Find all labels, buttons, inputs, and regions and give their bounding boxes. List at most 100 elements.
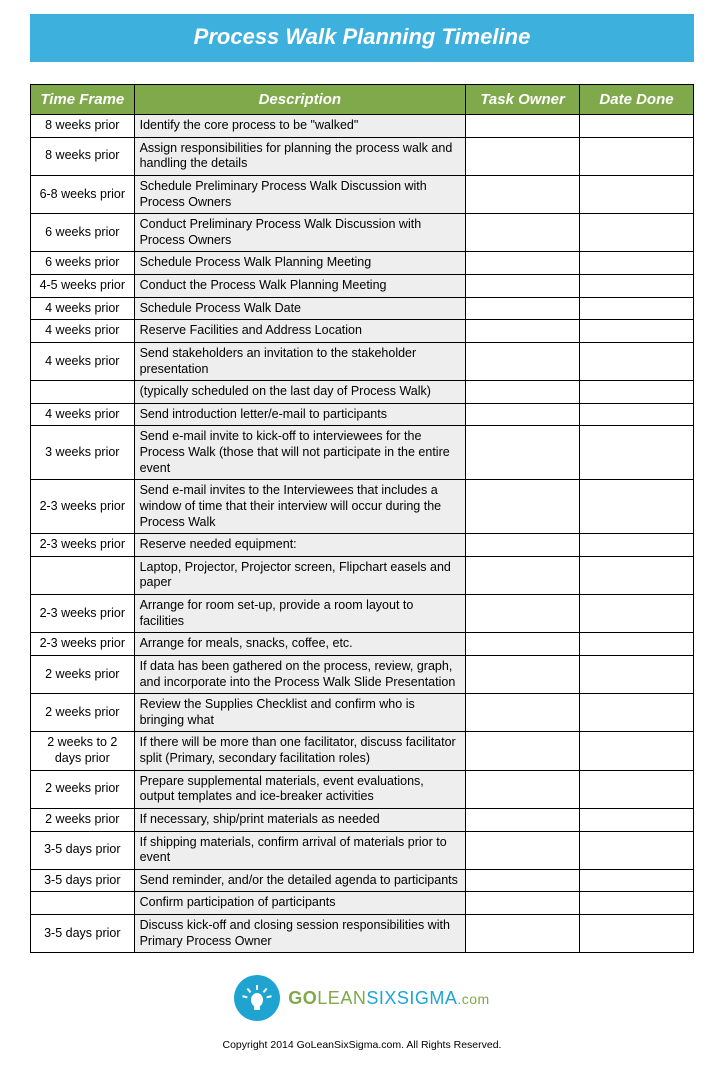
cell-date-done <box>580 115 694 138</box>
cell-task-owner <box>466 694 580 732</box>
cell-task-owner <box>466 137 580 175</box>
cell-date-done <box>580 175 694 213</box>
cell-time-frame: 2 weeks to 2 days prior <box>31 732 135 770</box>
cell-description: Arrange for meals, snacks, coffee, etc. <box>134 633 466 656</box>
table-row: 2-3 weeks priorArrange for meals, snacks… <box>31 633 694 656</box>
cell-task-owner <box>466 633 580 656</box>
cell-task-owner <box>466 556 580 594</box>
cell-description: Conduct the Process Walk Planning Meetin… <box>134 275 466 298</box>
table-row: 2 weeks priorIf necessary, ship/print ma… <box>31 808 694 831</box>
cell-task-owner <box>466 115 580 138</box>
cell-time-frame: 3-5 days prior <box>31 869 135 892</box>
cell-time-frame: 4 weeks prior <box>31 297 135 320</box>
cell-task-owner <box>466 342 580 380</box>
cell-date-done <box>580 426 694 480</box>
cell-description: Schedule Process Walk Date <box>134 297 466 320</box>
cell-time-frame: 2-3 weeks prior <box>31 480 135 534</box>
table-row: 4 weeks priorSend introduction letter/e-… <box>31 403 694 426</box>
cell-description: Schedule Preliminary Process Walk Discus… <box>134 175 466 213</box>
cell-task-owner <box>466 252 580 275</box>
cell-time-frame: 8 weeks prior <box>31 115 135 138</box>
cell-date-done <box>580 633 694 656</box>
page-container: Process Walk Planning Timeline Time Fram… <box>0 0 724 1071</box>
cell-description: Discuss kick-off and closing session res… <box>134 915 466 953</box>
cell-time-frame: 6 weeks prior <box>31 214 135 252</box>
logo-wrap: GOLEANSIXSIGMA.com <box>234 975 489 1021</box>
table-row: 4 weeks priorSend stakeholders an invita… <box>31 342 694 380</box>
cell-time-frame: 3-5 days prior <box>31 831 135 869</box>
cell-date-done <box>580 342 694 380</box>
cell-task-owner <box>466 595 580 633</box>
cell-date-done <box>580 732 694 770</box>
cell-date-done <box>580 915 694 953</box>
table-row: Confirm participation of participants <box>31 892 694 915</box>
page-title: Process Walk Planning Timeline <box>30 24 694 50</box>
cell-task-owner <box>466 915 580 953</box>
cell-task-owner <box>466 655 580 693</box>
cell-description: Identify the core process to be "walked" <box>134 115 466 138</box>
table-row: 2 weeks priorReview the Supplies Checkli… <box>31 694 694 732</box>
cell-description: Send reminder, and/or the detailed agend… <box>134 869 466 892</box>
cell-description: (typically scheduled on the last day of … <box>134 381 466 404</box>
cell-description: Conduct Preliminary Process Walk Discuss… <box>134 214 466 252</box>
cell-date-done <box>580 297 694 320</box>
table-row: 6-8 weeks priorSchedule Preliminary Proc… <box>31 175 694 213</box>
cell-date-done <box>580 595 694 633</box>
table-row: Laptop, Projector, Projector screen, Fli… <box>31 556 694 594</box>
cell-date-done <box>580 808 694 831</box>
cell-time-frame: 2 weeks prior <box>31 694 135 732</box>
cell-description: Arrange for room set-up, provide a room … <box>134 595 466 633</box>
cell-description: Reserve needed equipment: <box>134 534 466 557</box>
cell-task-owner <box>466 381 580 404</box>
cell-time-frame: 2 weeks prior <box>31 770 135 808</box>
table-row: 6 weeks priorSchedule Process Walk Plann… <box>31 252 694 275</box>
cell-date-done <box>580 252 694 275</box>
cell-time-frame: 6 weeks prior <box>31 252 135 275</box>
cell-task-owner <box>466 275 580 298</box>
table-row: 3-5 days priorSend reminder, and/or the … <box>31 869 694 892</box>
table-row: 2 weeks to 2 days priorIf there will be … <box>31 732 694 770</box>
footer-logo: GOLEANSIXSIGMA.com <box>30 975 694 1021</box>
table-header-row: Time Frame Description Task Owner Date D… <box>31 85 694 115</box>
col-header-description: Description <box>134 85 466 115</box>
cell-task-owner <box>466 831 580 869</box>
cell-date-done <box>580 534 694 557</box>
cell-description: Review the Supplies Checklist and confir… <box>134 694 466 732</box>
cell-date-done <box>580 214 694 252</box>
cell-date-done <box>580 381 694 404</box>
cell-task-owner <box>466 320 580 343</box>
cell-task-owner <box>466 403 580 426</box>
cell-description: Send introduction letter/e-mail to parti… <box>134 403 466 426</box>
cell-task-owner <box>466 892 580 915</box>
table-row: 4 weeks priorReserve Facilities and Addr… <box>31 320 694 343</box>
cell-description: If necessary, ship/print materials as ne… <box>134 808 466 831</box>
cell-description: Confirm participation of participants <box>134 892 466 915</box>
lightbulb-icon <box>242 983 272 1013</box>
cell-task-owner <box>466 214 580 252</box>
cell-date-done <box>580 275 694 298</box>
table-row: 4 weeks priorSchedule Process Walk Date <box>31 297 694 320</box>
cell-time-frame <box>31 892 135 915</box>
cell-task-owner <box>466 534 580 557</box>
cell-task-owner <box>466 770 580 808</box>
cell-description: If data has been gathered on the process… <box>134 655 466 693</box>
logo-lean: LEAN <box>317 988 366 1008</box>
cell-description: Prepare supplemental materials, event ev… <box>134 770 466 808</box>
table-row: 2 weeks priorPrepare supplemental materi… <box>31 770 694 808</box>
cell-description: Send stakeholders an invitation to the s… <box>134 342 466 380</box>
cell-description: Send e-mail invites to the Interviewees … <box>134 480 466 534</box>
cell-description: Send e-mail invite to kick-off to interv… <box>134 426 466 480</box>
cell-task-owner <box>466 808 580 831</box>
logo-go: GO <box>288 988 317 1008</box>
cell-description: Schedule Process Walk Planning Meeting <box>134 252 466 275</box>
cell-time-frame <box>31 381 135 404</box>
cell-description: Assign responsibilities for planning the… <box>134 137 466 175</box>
cell-description: If there will be more than one facilitat… <box>134 732 466 770</box>
cell-date-done <box>580 556 694 594</box>
table-row: 8 weeks priorIdentify the core process t… <box>31 115 694 138</box>
logo-text: GOLEANSIXSIGMA.com <box>288 988 489 1009</box>
col-header-task-owner: Task Owner <box>466 85 580 115</box>
cell-time-frame: 2-3 weeks prior <box>31 534 135 557</box>
col-header-time-frame: Time Frame <box>31 85 135 115</box>
cell-time-frame: 3-5 days prior <box>31 915 135 953</box>
